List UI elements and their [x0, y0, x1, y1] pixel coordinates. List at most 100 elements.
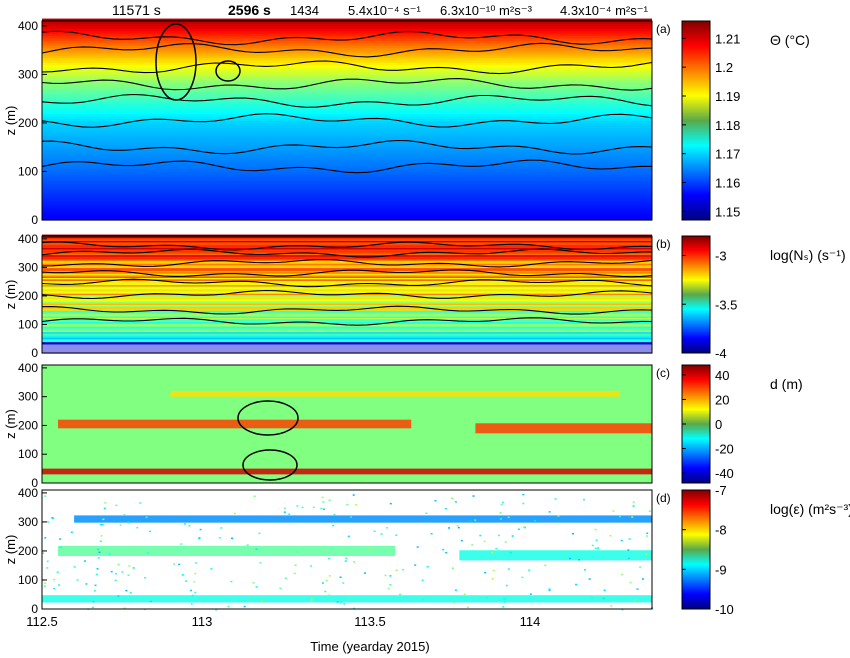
heatmap-band [42, 164, 652, 168]
heatmap-speck [100, 523, 103, 526]
heatmap-band [42, 47, 652, 51]
heatmap-speck [627, 557, 630, 560]
heatmap-speck [199, 528, 202, 531]
heatmap-band [42, 281, 652, 284]
heatmap-speck [636, 588, 639, 590]
heatmap-speck [101, 524, 104, 526]
colorbar-tick-label: 0 [715, 417, 722, 432]
heatmap-speck [395, 569, 398, 571]
heatmap-speck [646, 532, 649, 534]
heatmap-speck [380, 533, 383, 535]
heatmap-band [42, 21, 652, 25]
heatmap-band [42, 93, 652, 97]
heatmap-speck [522, 502, 525, 505]
isotherm-line [41, 93, 653, 108]
heatmap-band [42, 69, 652, 73]
panel-frame [41, 20, 653, 221]
heatmap-speck [346, 503, 349, 506]
heatmap-band [42, 341, 652, 344]
heatmap-band [42, 186, 652, 190]
heatmap-speck [471, 544, 474, 546]
isotherm-line [41, 139, 653, 155]
colorbar [681, 20, 711, 221]
heatmap-speck [98, 551, 101, 554]
isotherm-line [41, 159, 653, 174]
y-tick-label: 400 [18, 19, 38, 33]
colorbar-label: Θ (°C) [770, 32, 810, 48]
heatmap-speck [395, 534, 398, 536]
colorbar-tick-label: -9 [715, 562, 727, 577]
heatmap-speck [293, 572, 296, 575]
heatmap-band [42, 118, 652, 122]
colorbar-tick-label: -10 [715, 602, 734, 617]
heatmap-speck [389, 575, 392, 577]
heatmap-speck [322, 582, 324, 584]
heatmap-speck [99, 540, 102, 543]
heatmap-band [42, 198, 652, 202]
heatmap-speck [548, 589, 551, 591]
heatmap-speck [324, 590, 327, 593]
heatmap-speck [445, 552, 448, 554]
heatmap-band [42, 310, 652, 313]
highlight-ellipse [242, 449, 298, 481]
heatmap-speck [444, 508, 447, 510]
heatmap-speck [384, 574, 387, 577]
heatmap-speck [522, 493, 525, 496]
heatmap-band [42, 67, 652, 71]
heatmap-speck [492, 569, 495, 572]
heatmap-speck [46, 560, 49, 563]
heatmap-speck [511, 535, 514, 537]
heatmap-speck [296, 505, 299, 507]
heatmap-band [42, 173, 652, 177]
colorbar-tick-label: -40 [715, 466, 734, 481]
heatmap-band [42, 304, 652, 307]
heatmap-band [42, 205, 652, 209]
heatmap-band [42, 76, 652, 80]
panel-label: (b) [656, 237, 671, 251]
colorbar-label: log(ε) (m²s⁻³) [770, 501, 850, 517]
heatmap-speck [259, 562, 262, 564]
heatmap-speck [181, 574, 184, 576]
y-tick-label: 100 [18, 317, 38, 331]
heatmap-band [42, 79, 652, 83]
heatmap-speck [416, 546, 419, 548]
isotherm-line [41, 248, 653, 258]
heatmap-speck [180, 543, 183, 545]
isotherm-line [41, 289, 653, 300]
heatmap-band [42, 247, 652, 250]
heatmap-band [42, 324, 652, 327]
heatmap-speck [144, 577, 147, 579]
y-tick-label: 300 [18, 67, 38, 81]
heatmap-band [42, 156, 652, 160]
heatmap-speck [344, 560, 347, 562]
heatmap-band [42, 240, 652, 243]
heatmap-band [42, 137, 652, 141]
isotherm-line [41, 278, 653, 288]
heatmap-band [42, 54, 652, 59]
heatmap-band [42, 183, 652, 187]
heatmap-band [42, 280, 652, 283]
heatmap-speck [91, 606, 94, 609]
annotation-value-6: 4.3x10⁻⁴ m²s⁻¹ [560, 3, 649, 18]
colorbar [681, 364, 711, 484]
heatmap-speck [215, 609, 218, 611]
x-tick-label: 113.5 [354, 614, 386, 629]
heatmap-speck [352, 494, 355, 496]
heatmap-band [42, 291, 652, 294]
heatmap-speck [336, 601, 339, 603]
heatmap-speck [342, 582, 345, 584]
heatmap-speck [430, 533, 433, 535]
heatmap-band [42, 59, 652, 63]
colorbar-tick-label: 1.15 [715, 204, 740, 219]
heatmap-speck [507, 568, 510, 570]
heatmap-speck [328, 594, 331, 596]
panel-label: (c) [656, 366, 670, 380]
heatmap-speck [497, 534, 500, 537]
heatmap-speck [328, 575, 331, 577]
heatmap-speck [279, 587, 282, 590]
y-axis-label: z (m) [3, 535, 18, 565]
heatmap-band [42, 307, 652, 310]
panel-3: 0 100 200 300 400 z (m) (d) -7 -8 -9 -10 log(ε) (m²… [3, 483, 850, 617]
y-tick-label: 0 [31, 476, 38, 490]
panel-label: (d) [656, 491, 671, 505]
